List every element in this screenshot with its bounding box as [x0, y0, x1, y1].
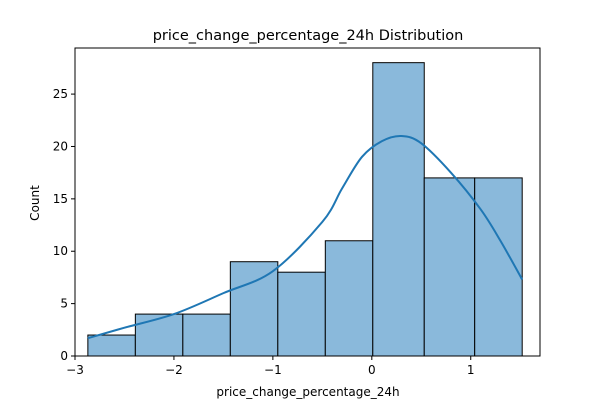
histogram-bar	[87, 334, 136, 357]
y-tick-label: 15	[53, 192, 68, 206]
histogram-bar	[134, 313, 184, 357]
y-tick-label: 20	[53, 139, 68, 153]
y-tick-label: 25	[53, 87, 68, 101]
x-axis-label: price_change_percentage_24h	[216, 385, 399, 399]
kde-line	[87, 134, 524, 340]
histogram-bar	[229, 261, 279, 357]
x-tick-label: 0	[368, 363, 376, 377]
y-axis-label: Count	[28, 185, 42, 221]
x-tick-label: 1	[467, 363, 475, 377]
x-tick-label: −2	[165, 363, 183, 377]
histogram-bars	[87, 62, 523, 357]
x-tick-label: −3	[66, 363, 84, 377]
plot-frame	[74, 47, 541, 357]
y-axis-ticks: 0 5 10 15 20 25	[53, 87, 75, 363]
histogram-bar	[423, 177, 476, 357]
x-tick-label: −1	[264, 363, 282, 377]
y-tick-label: 10	[53, 244, 68, 258]
x-axis-ticks: −3 −2 −1 0 1	[66, 356, 475, 377]
histogram-bar	[372, 62, 425, 357]
histogram-bar	[277, 271, 326, 357]
histogram-bar	[324, 240, 374, 357]
y-tick-label: 5	[60, 297, 68, 311]
chart-title: price_change_percentage_24h Distribution	[153, 28, 464, 44]
histogram-bar	[182, 313, 231, 357]
y-tick-label: 0	[60, 349, 68, 363]
